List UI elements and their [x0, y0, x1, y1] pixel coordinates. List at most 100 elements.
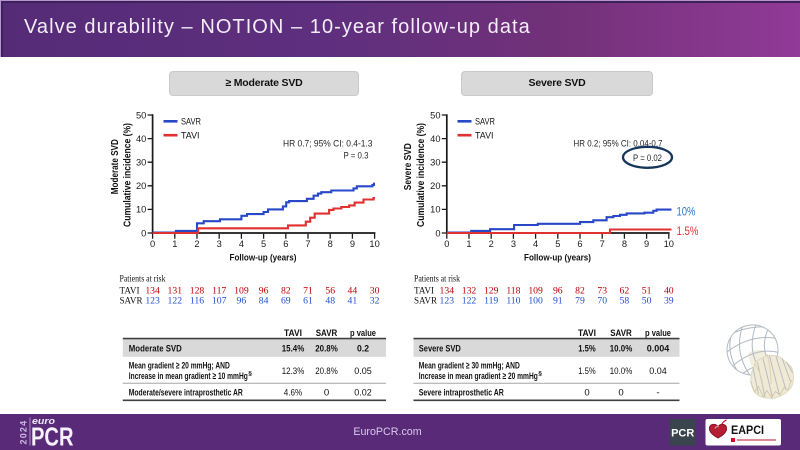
- svg-text:P = 0.3: P = 0.3: [344, 149, 369, 160]
- svg-text:107: 107: [212, 295, 227, 306]
- svg-text:p value: p value: [350, 328, 376, 339]
- svg-text:4: 4: [239, 239, 244, 249]
- svg-text:SAVR: SAVR: [414, 295, 438, 306]
- svg-text:10: 10: [369, 239, 379, 249]
- svg-text:50: 50: [430, 110, 440, 120]
- svg-text:7: 7: [600, 239, 605, 249]
- svg-text:122: 122: [168, 295, 183, 306]
- svg-text:TAVI: TAVI: [120, 285, 140, 296]
- svg-text:euro: euro: [32, 416, 56, 426]
- svg-text:0.02: 0.02: [354, 387, 372, 398]
- svg-text:-: -: [656, 387, 659, 398]
- svg-text:6: 6: [283, 239, 288, 249]
- svg-text:40: 40: [664, 285, 674, 296]
- svg-text:P = 0.02: P = 0.02: [633, 152, 662, 163]
- svg-text:20.8%: 20.8%: [315, 343, 338, 354]
- svg-text:§: §: [538, 371, 542, 378]
- svg-text:SAVR: SAVR: [475, 116, 495, 126]
- svg-text:20: 20: [136, 181, 146, 191]
- svg-text:50: 50: [642, 295, 652, 306]
- svg-text:Increase in mean gradient ≥ 10: Increase in mean gradient ≥ 10 mmHg: [129, 371, 248, 382]
- svg-text:56: 56: [325, 285, 335, 296]
- svg-text:71: 71: [303, 285, 313, 296]
- svg-text:40: 40: [430, 134, 440, 144]
- svg-text:132: 132: [462, 285, 477, 296]
- svg-text:2: 2: [194, 239, 199, 249]
- svg-text:109: 109: [234, 285, 249, 296]
- svg-text:119: 119: [484, 295, 498, 306]
- svg-text:79: 79: [575, 295, 585, 306]
- svg-text:Follow-up (years): Follow-up (years): [524, 253, 591, 264]
- svg-text:7: 7: [305, 239, 310, 249]
- svg-text:61: 61: [303, 295, 313, 306]
- svg-text:82: 82: [281, 285, 291, 296]
- svg-text:62: 62: [620, 285, 630, 296]
- svg-text:40: 40: [136, 134, 146, 144]
- svg-text:44: 44: [348, 285, 358, 296]
- svg-text:Patients at risk: Patients at risk: [120, 275, 166, 285]
- svg-text:6: 6: [577, 239, 582, 249]
- svg-text:Cumulative incidence (%): Cumulative incidence (%): [123, 123, 134, 227]
- svg-text:8: 8: [622, 239, 627, 249]
- svg-text:SAVR: SAVR: [316, 328, 338, 339]
- svg-text:109: 109: [528, 285, 543, 296]
- svg-text:41: 41: [348, 295, 358, 306]
- svg-text:10: 10: [136, 205, 146, 215]
- svg-text:3: 3: [511, 239, 516, 249]
- svg-text:HR 0.7; 95% CI: 0.4-1.3: HR 0.7; 95% CI: 0.4-1.3: [283, 137, 373, 148]
- svg-text:10: 10: [664, 239, 674, 249]
- svg-text:1: 1: [466, 239, 471, 249]
- svg-text:30: 30: [370, 285, 380, 296]
- svg-text:30: 30: [136, 158, 146, 168]
- svg-text:128: 128: [190, 285, 205, 296]
- svg-text:0: 0: [324, 387, 329, 398]
- svg-text:5: 5: [555, 239, 560, 249]
- svg-text:84: 84: [259, 295, 269, 306]
- svg-text:0: 0: [618, 387, 623, 398]
- svg-text:p value: p value: [645, 328, 671, 339]
- svg-text:48: 48: [325, 295, 335, 306]
- svg-text:10: 10: [430, 205, 440, 215]
- svg-text:Moderate/severe intraprostheti: Moderate/severe intraprosthetic AR: [129, 387, 243, 398]
- svg-text:15.4%: 15.4%: [282, 343, 305, 354]
- svg-text:§: §: [248, 371, 252, 378]
- svg-text:20: 20: [430, 181, 440, 191]
- svg-text:50: 50: [136, 110, 146, 120]
- svg-text:12.3%: 12.3%: [282, 366, 305, 377]
- svg-text:91: 91: [553, 295, 563, 306]
- svg-text:10.0%: 10.0%: [610, 366, 633, 377]
- svg-text:5: 5: [261, 239, 266, 249]
- svg-text:Mean gradient ≥ 20 mmHg; AND: Mean gradient ≥ 20 mmHg; AND: [129, 360, 230, 371]
- svg-text:8: 8: [328, 239, 333, 249]
- svg-text:PCR: PCR: [31, 422, 74, 450]
- svg-text:TAVI: TAVI: [181, 130, 200, 140]
- svg-text:69: 69: [281, 295, 291, 306]
- svg-text:117: 117: [212, 285, 226, 296]
- svg-text:0.05: 0.05: [354, 366, 372, 377]
- svg-text:96: 96: [259, 285, 269, 296]
- svg-text:1: 1: [172, 239, 177, 249]
- svg-text:4.6%: 4.6%: [284, 387, 303, 398]
- svg-text:82: 82: [575, 285, 585, 296]
- svg-text:100: 100: [528, 295, 543, 306]
- svg-text:73: 73: [597, 285, 607, 296]
- svg-text:0.2: 0.2: [357, 343, 369, 354]
- svg-text:Moderate SVD: Moderate SVD: [129, 343, 182, 354]
- svg-text:Severe SVD: Severe SVD: [403, 143, 414, 190]
- svg-text:129: 129: [484, 285, 499, 296]
- svg-text:TAVI: TAVI: [578, 328, 596, 339]
- svg-text:0: 0: [435, 228, 440, 238]
- svg-text:PCR: PCR: [671, 427, 694, 439]
- svg-text:10%: 10%: [677, 206, 696, 218]
- svg-text:20.8%: 20.8%: [315, 366, 338, 377]
- svg-text:0.04: 0.04: [649, 366, 667, 377]
- svg-text:134: 134: [440, 285, 455, 296]
- svg-text:SAVR: SAVR: [610, 328, 632, 339]
- svg-text:10.0%: 10.0%: [610, 343, 633, 354]
- svg-text:30: 30: [430, 158, 440, 168]
- svg-text:SAVR: SAVR: [120, 295, 144, 306]
- svg-text:1.5%: 1.5%: [578, 366, 596, 377]
- svg-text:51: 51: [642, 285, 652, 296]
- svg-text:TAVI: TAVI: [414, 285, 434, 296]
- svg-text:Mean gradient ≥ 30 mmHg; AND: Mean gradient ≥ 30 mmHg; AND: [419, 360, 520, 371]
